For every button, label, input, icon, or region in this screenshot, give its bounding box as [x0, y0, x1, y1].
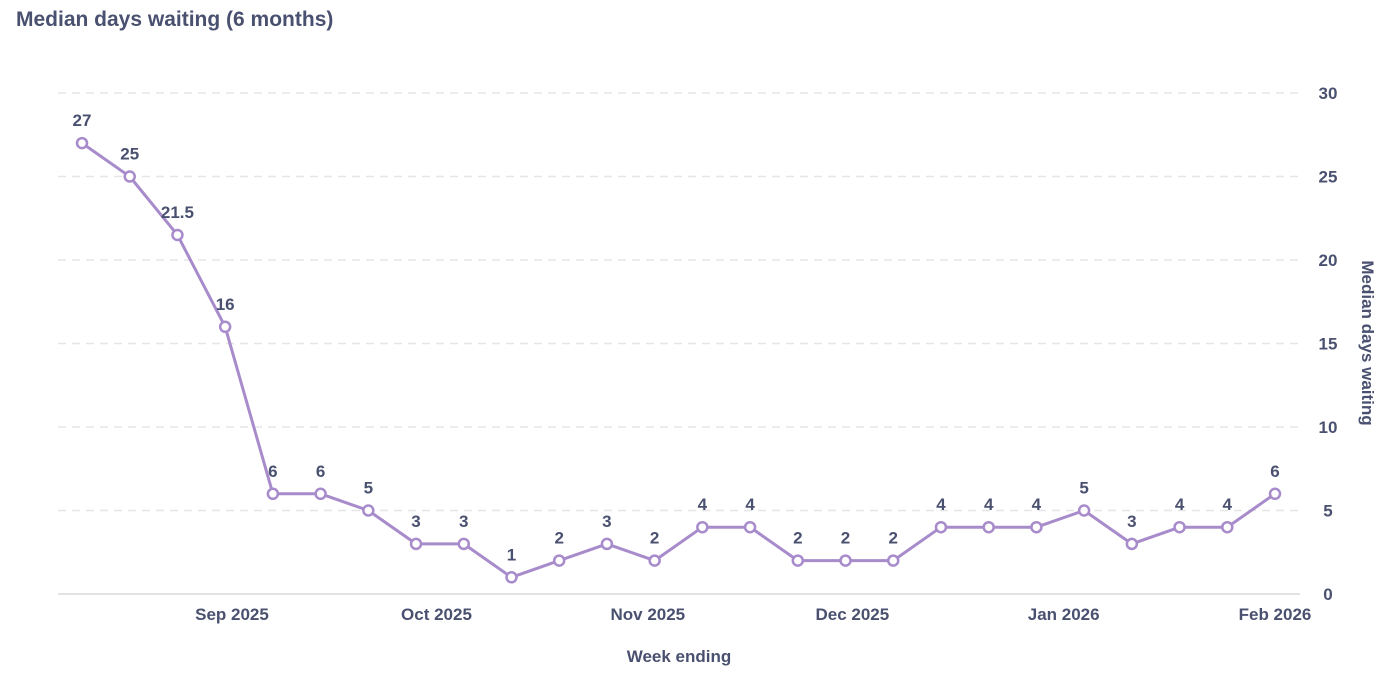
y-axis-ticks: 0 5 10 15 20 25 30	[1319, 84, 1338, 604]
data-label: 4	[936, 495, 946, 514]
data-point	[457, 537, 471, 551]
data-label: 4	[984, 495, 994, 514]
data-labels: 27 25 21.5 16 6 6 5 3 3 1 2 3 2 4 4 2 2 2 4 4 4 5 3 4 4 6	[73, 111, 1280, 564]
data-label: 2	[793, 529, 802, 548]
x-axis-title: Week ending	[627, 647, 732, 666]
data-label: 25	[120, 145, 139, 164]
data-label: 3	[411, 512, 420, 531]
series-line	[81, 141, 1276, 579]
data-point	[123, 170, 136, 183]
x-tick-label: Sep 2025	[195, 605, 269, 624]
data-label: 2	[554, 529, 563, 548]
data-point	[505, 571, 518, 584]
x-tick-label: Dec 2025	[815, 605, 889, 624]
data-points	[75, 136, 1282, 584]
data-point	[1030, 520, 1043, 534]
data-label: 4	[1175, 495, 1185, 514]
data-point	[600, 537, 614, 551]
data-label: 1	[507, 545, 516, 564]
y-tick-label: 0	[1323, 585, 1332, 604]
data-point	[409, 537, 423, 551]
data-point	[552, 554, 566, 567]
data-label: 3	[602, 512, 611, 531]
y-tick-label: 5	[1323, 502, 1332, 521]
data-label: 4	[745, 495, 755, 514]
data-point	[1173, 520, 1186, 534]
data-point	[171, 228, 184, 242]
data-label: 16	[216, 295, 235, 314]
chart-title: Median days waiting (6 months)	[16, 8, 334, 31]
data-point	[743, 520, 757, 534]
data-label: 3	[459, 512, 468, 531]
x-tick-label: Jan 2026	[1028, 605, 1100, 624]
data-point	[934, 520, 948, 534]
gridlines	[58, 92, 1300, 595]
x-axis-ticks: Sep 2025 Oct 2025 Nov 2025 Dec 2025 Jan 2026…	[195, 605, 1311, 624]
data-label: 4	[698, 495, 708, 514]
data-point	[1077, 504, 1091, 517]
data-label: 6	[316, 462, 325, 481]
y-tick-label: 25	[1319, 168, 1338, 187]
data-label: 27	[73, 111, 92, 130]
data-label: 2	[889, 529, 898, 548]
x-tick-label: Oct 2025	[401, 605, 472, 624]
data-point	[791, 554, 805, 567]
data-point	[218, 320, 232, 334]
data-point	[266, 487, 280, 501]
data-point	[75, 136, 89, 150]
data-label: 21.5	[161, 203, 194, 222]
data-point	[1268, 487, 1282, 501]
data-point	[362, 504, 375, 517]
data-label: 5	[1079, 479, 1088, 498]
data-point	[1125, 537, 1139, 551]
y-tick-label: 30	[1319, 84, 1338, 103]
data-point	[839, 554, 852, 567]
data-label: 5	[364, 479, 373, 498]
data-label: 2	[841, 529, 850, 548]
data-label: 6	[1270, 462, 1279, 481]
data-label: 2	[650, 529, 659, 548]
y-axis-title: Median days waiting	[1358, 260, 1377, 425]
data-point	[314, 487, 327, 501]
x-tick-label: Nov 2025	[610, 605, 685, 624]
data-label: 4	[1223, 495, 1233, 514]
y-tick-label: 15	[1319, 335, 1338, 354]
series-polyline	[81, 141, 1276, 579]
y-tick-label: 20	[1319, 251, 1338, 270]
data-point	[648, 554, 661, 567]
data-point	[696, 520, 709, 534]
y-tick-label: 10	[1319, 418, 1338, 437]
data-point	[886, 554, 900, 567]
data-point	[982, 520, 995, 534]
data-label: 3	[1127, 512, 1136, 531]
data-label: 4	[1032, 495, 1042, 514]
data-point	[1221, 520, 1234, 534]
data-label: 6	[268, 462, 277, 481]
x-tick-label: Feb 2026	[1239, 605, 1312, 624]
